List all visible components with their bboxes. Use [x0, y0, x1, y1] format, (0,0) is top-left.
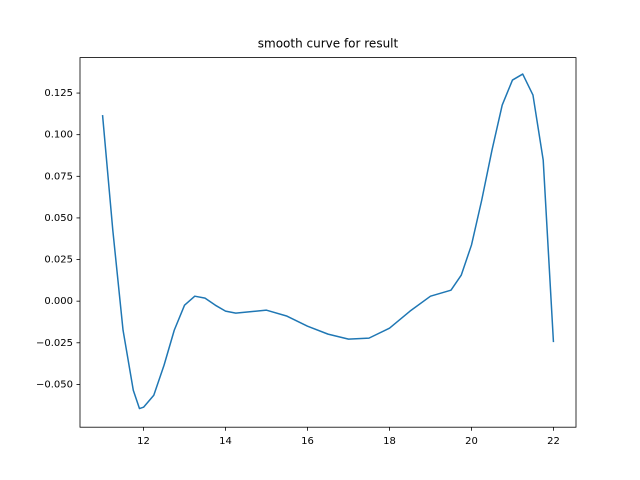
x-tick-label: 18 [383, 436, 396, 447]
x-tick-label: 22 [547, 436, 560, 447]
y-tick-label: 0.100 [44, 130, 73, 141]
x-tick-label: 16 [301, 436, 314, 447]
y-tick-label: 0.075 [44, 171, 73, 182]
y-tick-label: −0.025 [36, 338, 73, 349]
plot-frame [79, 57, 577, 428]
line-series [101, 73, 555, 410]
y-tick-label: 0.000 [44, 296, 73, 307]
x-tick-label: 20 [465, 436, 478, 447]
x-tick-label: 12 [137, 436, 150, 447]
y-tick-label: 0.025 [44, 255, 73, 266]
y-tick-label: −0.050 [36, 379, 73, 390]
chart-title: smooth curve for result [258, 37, 399, 51]
x-tick-label: 14 [219, 436, 232, 447]
y-tick-label: 0.125 [44, 88, 73, 99]
y-tick-label: 0.050 [44, 213, 73, 224]
